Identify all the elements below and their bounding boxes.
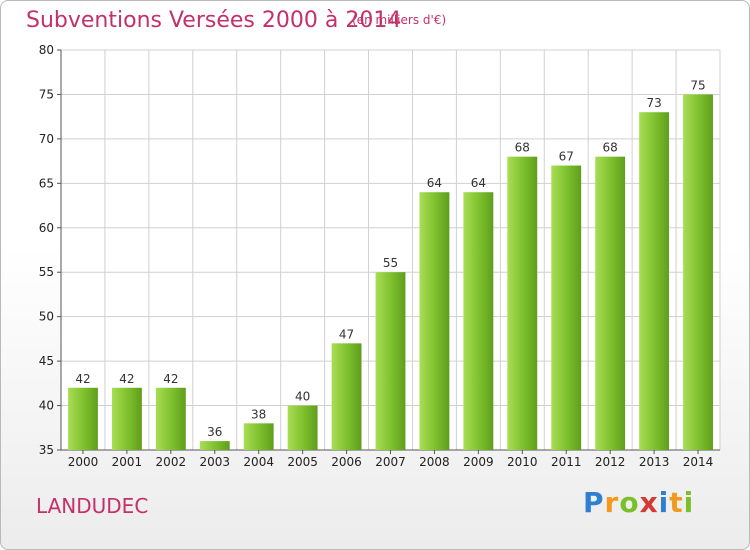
data-label-2013: 73 bbox=[646, 96, 661, 110]
y-tick-labels: 35 40 45 50 55 60 65 70 75 80 bbox=[39, 43, 54, 457]
y-tick-label: 65 bbox=[39, 176, 54, 190]
bar-2013 bbox=[639, 112, 670, 450]
bar-2000 bbox=[68, 387, 98, 450]
x-tick-label-2002: 2002 bbox=[156, 455, 187, 469]
bar-2002 bbox=[155, 387, 186, 450]
bar-2011 bbox=[551, 165, 582, 451]
chart-title: Subventions Versées 2000 à 2014 bbox=[26, 8, 402, 33]
bar-2008 bbox=[419, 192, 450, 450]
data-label-2005: 40 bbox=[295, 390, 310, 404]
y-tick-label: 40 bbox=[39, 399, 54, 413]
x-tick-label-2014: 2014 bbox=[683, 455, 714, 469]
data-label-2010: 68 bbox=[515, 141, 530, 155]
data-label-2001: 42 bbox=[119, 372, 134, 386]
data-label-2014: 75 bbox=[690, 78, 705, 92]
bar-2003 bbox=[199, 441, 230, 450]
bar-2007 bbox=[375, 272, 406, 450]
y-tick-label: 80 bbox=[39, 43, 54, 57]
data-label-2011: 67 bbox=[559, 150, 574, 164]
bar-2010 bbox=[507, 156, 538, 450]
x-tick-label-2001: 2001 bbox=[112, 455, 143, 469]
data-label-2002: 42 bbox=[163, 372, 178, 386]
y-tick-label: 75 bbox=[39, 87, 54, 101]
bar-2004 bbox=[243, 423, 274, 450]
bar-2012 bbox=[595, 156, 626, 450]
y-tick-label: 55 bbox=[39, 265, 54, 279]
data-label-2008: 64 bbox=[427, 176, 442, 190]
bar-2009 bbox=[463, 192, 494, 450]
chart-subtitle: (en milliers d'€) bbox=[352, 13, 447, 27]
data-label-2003: 36 bbox=[207, 425, 222, 439]
bar-2005 bbox=[287, 405, 318, 450]
x-tick-label-2011: 2011 bbox=[551, 455, 582, 469]
data-label-2007: 55 bbox=[383, 256, 398, 270]
data-label-2009: 64 bbox=[471, 176, 486, 190]
proxiti-logo[interactable]: Proxiti bbox=[583, 486, 695, 519]
bar-2014 bbox=[683, 94, 713, 450]
x-tick-label-2006: 2006 bbox=[331, 455, 362, 469]
y-tick-label: 60 bbox=[39, 221, 54, 235]
x-tick-label-2003: 2003 bbox=[199, 455, 230, 469]
commune-name: LANDUDEC bbox=[36, 494, 149, 518]
bar-2001 bbox=[111, 387, 142, 450]
y-tick-label: 35 bbox=[39, 443, 54, 457]
bar-2006 bbox=[331, 343, 362, 450]
y-tick-label: 70 bbox=[39, 132, 54, 146]
x-tick-labels: 2000 2001 2002 2003 2004 2005 2006 2007 2008 2009… bbox=[68, 455, 714, 469]
bars bbox=[68, 94, 713, 451]
x-tick-label-2000: 2000 bbox=[68, 455, 99, 469]
data-label-2004: 38 bbox=[251, 407, 266, 421]
y-tick-label: 45 bbox=[39, 354, 54, 368]
data-labels: 42 42 42 36 38 40 47 55 64 64 68 67 68 73 75 bbox=[75, 78, 705, 439]
x-tick-label-2009: 2009 bbox=[463, 455, 494, 469]
x-tick-label-2004: 2004 bbox=[243, 455, 274, 469]
x-tick-label-2010: 2010 bbox=[507, 455, 538, 469]
y-tick-label: 50 bbox=[39, 310, 54, 324]
data-label-2006: 47 bbox=[339, 327, 354, 341]
x-tick-label-2008: 2008 bbox=[419, 455, 450, 469]
x-tick-label-2007: 2007 bbox=[375, 455, 406, 469]
data-label-2000: 42 bbox=[75, 372, 90, 386]
x-tick-label-2012: 2012 bbox=[595, 455, 626, 469]
data-label-2012: 68 bbox=[603, 141, 618, 155]
x-tick-label-2005: 2005 bbox=[287, 455, 318, 469]
x-tick-label-2013: 2013 bbox=[639, 455, 670, 469]
